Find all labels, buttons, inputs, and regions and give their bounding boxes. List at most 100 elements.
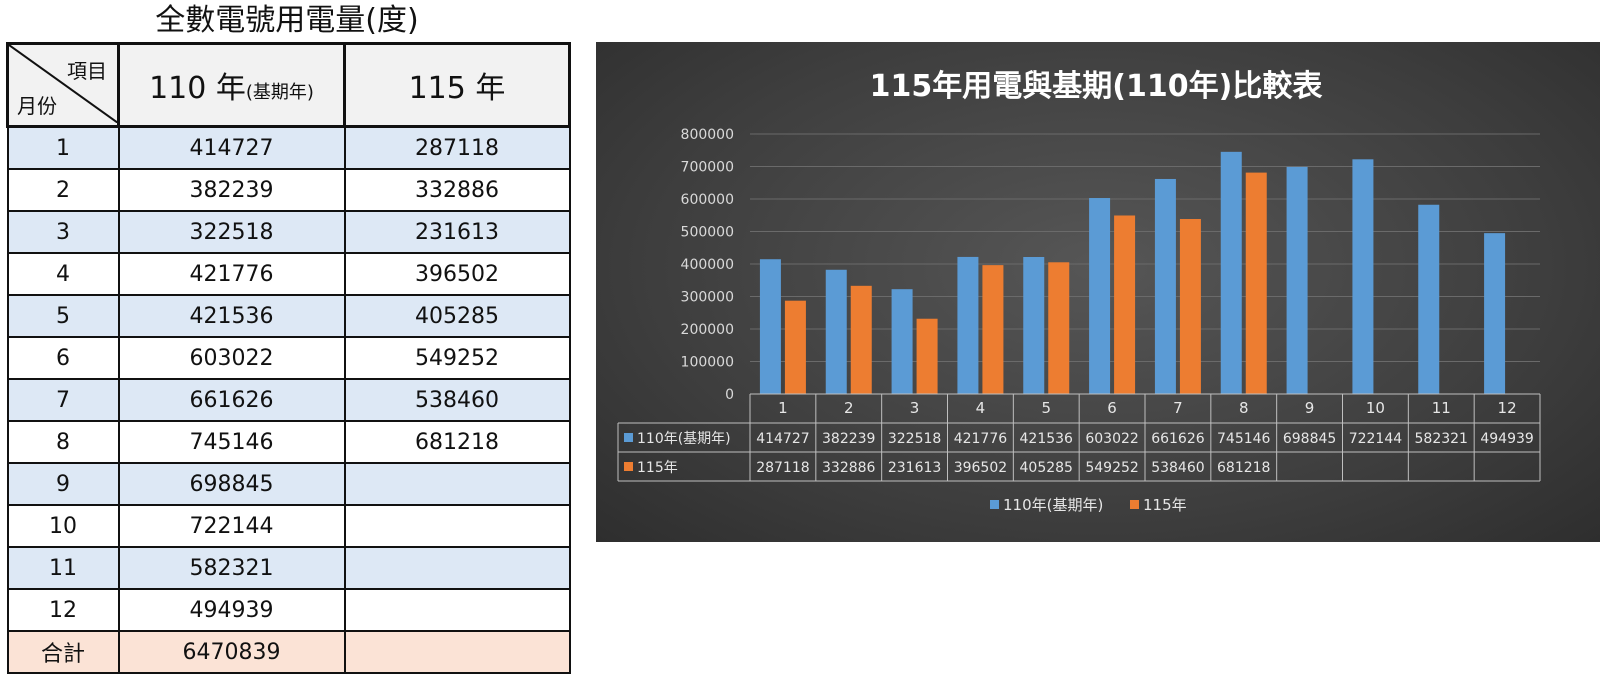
bar-current	[1114, 215, 1136, 394]
month-cell: 11	[6, 546, 120, 590]
x-tick-label: 9	[1305, 399, 1315, 417]
bar-base	[825, 269, 847, 394]
data-label: 538460	[1151, 460, 1204, 476]
data-label: 414727	[756, 431, 809, 447]
header-base-year-label: 110 年	[149, 71, 246, 106]
header-current-year: 115 年	[343, 42, 571, 128]
x-tick-label: 6	[1107, 399, 1117, 417]
table-row: 8 745146 681218	[6, 420, 571, 464]
x-tick-label: 1	[778, 399, 788, 417]
y-tick-label: 500000	[681, 225, 734, 241]
base-value-cell: 603022	[117, 336, 346, 380]
series-label: 115年	[637, 460, 678, 476]
x-tick-label: 11	[1432, 399, 1451, 417]
data-label: 494939	[1480, 431, 1533, 447]
y-tick-label: 400000	[681, 257, 734, 273]
x-tick-label: 8	[1239, 399, 1249, 417]
x-tick-label: 3	[910, 399, 920, 417]
data-label: 549252	[1085, 460, 1138, 476]
month-cell: 12	[6, 588, 120, 632]
bar-current	[1179, 219, 1201, 394]
base-value-cell: 421776	[117, 252, 346, 296]
current-value-cell	[343, 462, 571, 506]
current-value-cell: 549252	[343, 336, 571, 380]
bar-current	[1245, 172, 1267, 394]
y-tick-label: 300000	[681, 290, 734, 306]
legend-label: 115年	[1143, 496, 1187, 514]
x-tick-label: 7	[1173, 399, 1183, 417]
base-value-cell: 421536	[117, 294, 346, 338]
table-row: 4 421776 396502	[6, 252, 571, 296]
base-value-cell: 582321	[117, 546, 346, 590]
data-label: 745146	[1217, 431, 1271, 447]
month-cell: 4	[6, 252, 120, 296]
y-tick-label: 200000	[681, 322, 734, 338]
bar-base	[957, 256, 979, 394]
bar-current	[916, 318, 938, 394]
bar-base	[759, 259, 781, 394]
base-value-cell: 722144	[117, 504, 346, 548]
month-cell: 2	[6, 168, 120, 212]
x-tick-label: 4	[976, 399, 986, 417]
bar-base	[1352, 159, 1374, 394]
diagonal-header-cell: 項目 月份	[6, 42, 120, 128]
base-value-cell: 661626	[117, 378, 346, 422]
bar-current	[982, 265, 1004, 394]
chart-canvas: 115年用電與基期(110年)比較表 0 100000 200000 300000 400…	[617, 69, 1541, 514]
current-value-cell: 287118	[343, 125, 571, 170]
table-row: 5 421536 405285	[6, 294, 571, 338]
table-row: 9 698845	[6, 462, 571, 506]
data-label: 396502	[954, 460, 1007, 476]
legend-swatch	[990, 500, 999, 509]
month-cell: 3	[6, 210, 120, 254]
y-tick-label: 0	[725, 387, 734, 403]
data-label: 661626	[1151, 431, 1205, 447]
data-label: 681218	[1217, 460, 1270, 476]
legend-key	[624, 433, 633, 442]
current-value-cell: 332886	[343, 168, 571, 212]
y-tick-label: 800000	[681, 127, 734, 143]
bar-base	[891, 289, 913, 394]
header-item-label: 項目	[67, 59, 107, 83]
x-tick-label: 10	[1366, 399, 1385, 417]
y-tick-label: 700000	[681, 160, 734, 176]
data-label: 421776	[954, 431, 1008, 447]
total-label-cell: 合計	[6, 630, 120, 674]
base-value-cell: 382239	[117, 168, 346, 212]
data-label: 332886	[822, 460, 876, 476]
data-label: 231613	[888, 460, 941, 476]
current-value-cell: 538460	[343, 378, 571, 422]
table-row: 7 661626 538460	[6, 378, 571, 422]
bar-base	[1286, 166, 1308, 394]
header-base-year-note: (基期年)	[245, 82, 314, 103]
base-value-cell: 322518	[117, 210, 346, 254]
x-tick-label: 12	[1498, 399, 1517, 417]
month-cell: 10	[6, 504, 120, 548]
bar-current	[850, 285, 872, 394]
total-row: 合計 6470839	[6, 630, 571, 674]
base-value-cell: 745146	[117, 420, 346, 464]
x-tick-label: 2	[844, 399, 854, 417]
current-value-cell: 681218	[343, 420, 571, 464]
data-label: 421536	[1020, 431, 1074, 447]
current-value-cell: 396502	[343, 252, 571, 296]
month-cell: 9	[6, 462, 120, 506]
table-row: 10 722144	[6, 504, 571, 548]
table-row: 1 414727 287118	[6, 125, 571, 170]
base-value-cell: 494939	[117, 588, 346, 632]
x-tick-label: 5	[1041, 399, 1051, 417]
bar-base	[1023, 257, 1045, 394]
month-cell: 7	[6, 378, 120, 422]
legend-swatch	[1130, 500, 1139, 509]
table-header-row: 項目 月份 110 年(基期年) 115 年	[6, 42, 571, 128]
bar-base	[1154, 178, 1176, 394]
current-value-cell: 405285	[343, 294, 571, 338]
data-label: 405285	[1020, 460, 1073, 476]
current-value-cell	[343, 504, 571, 548]
header-base-year: 110 年(基期年)	[117, 42, 346, 128]
series-label: 110年(基期年)	[637, 430, 731, 447]
table-row: 6 603022 549252	[6, 336, 571, 380]
y-tick-label: 600000	[681, 192, 734, 208]
table-row: 12 494939	[6, 588, 571, 632]
data-label: 698845	[1283, 431, 1336, 447]
